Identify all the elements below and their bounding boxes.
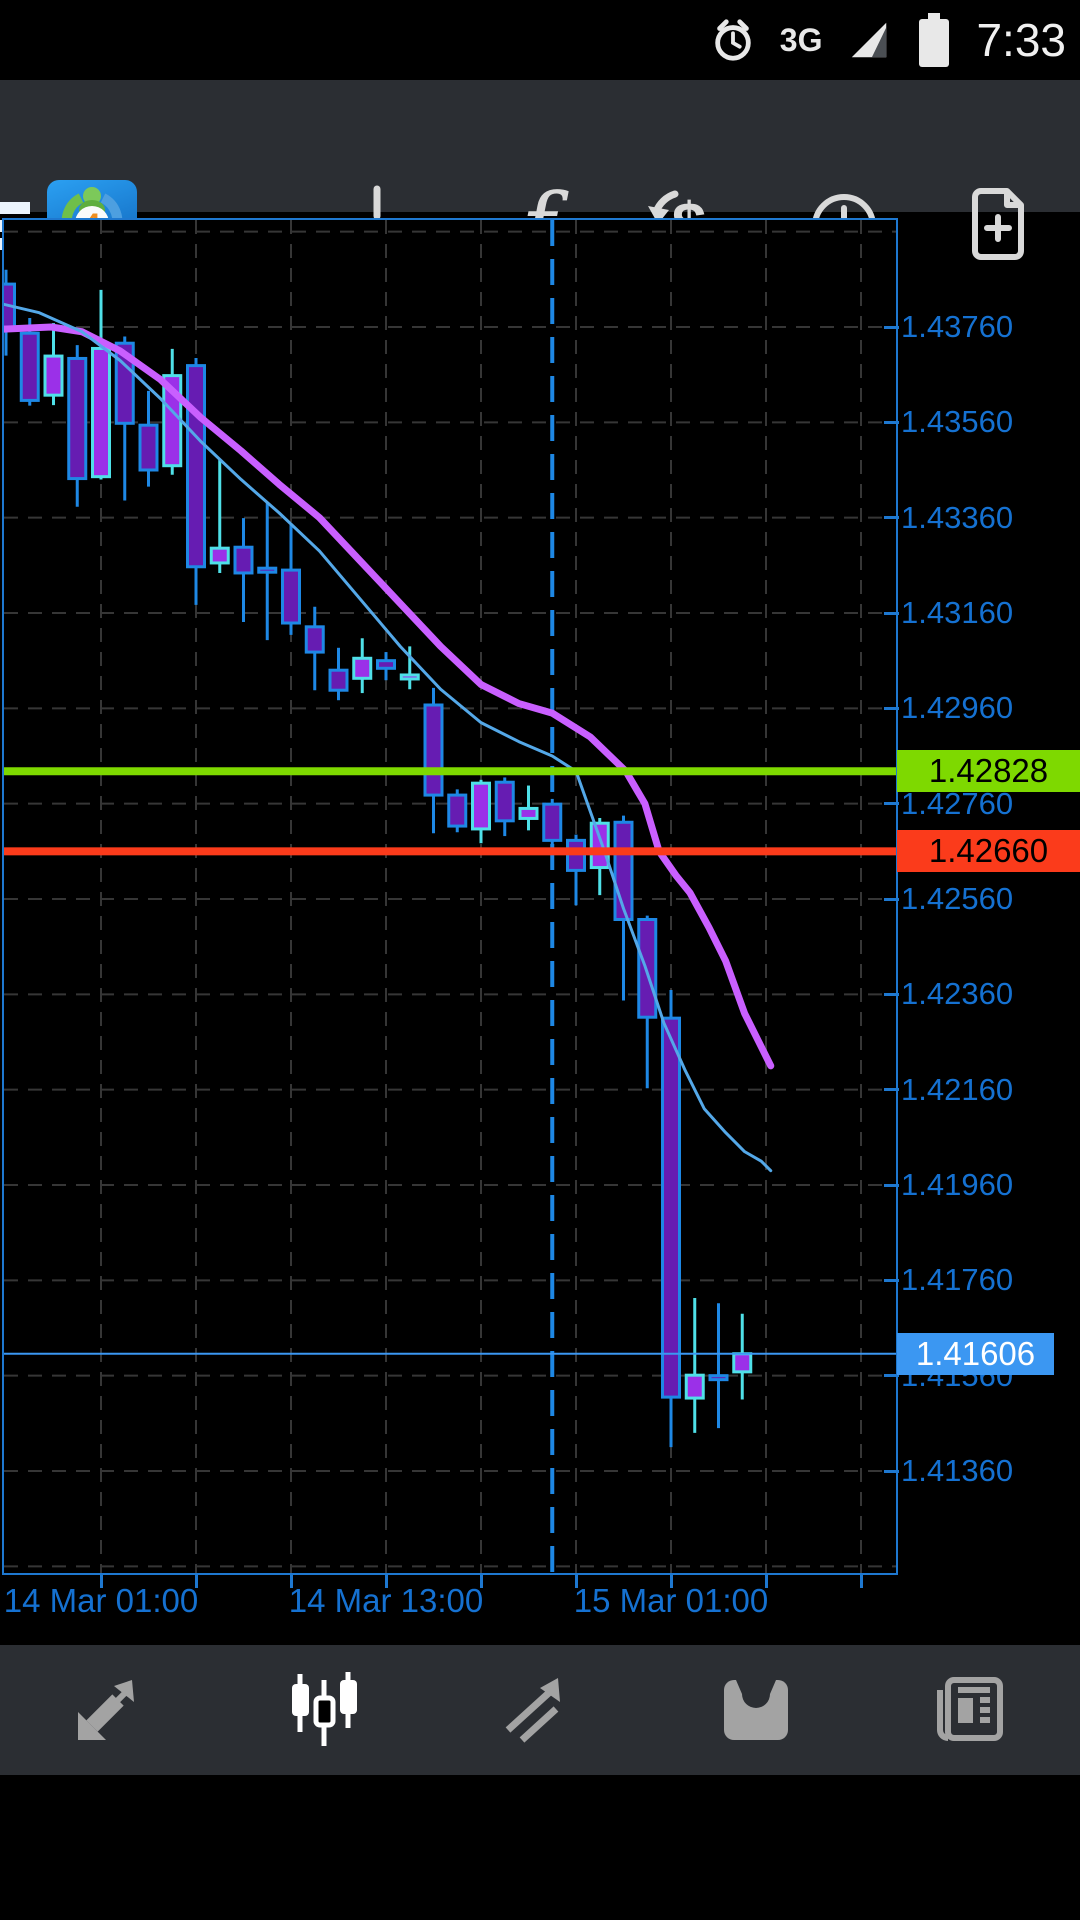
candle-body xyxy=(186,364,206,569)
price-axis-tick xyxy=(884,1374,899,1378)
candle-body xyxy=(376,659,396,670)
price-axis-tick xyxy=(884,420,899,424)
candle-body xyxy=(138,423,159,472)
news-tab[interactable] xyxy=(864,1645,1080,1775)
news-icon xyxy=(937,1677,1003,1741)
candle-body xyxy=(447,793,468,828)
price-axis-tick xyxy=(884,992,899,996)
candle-body xyxy=(399,673,420,681)
time-axis-label: 14 Mar 01:00 xyxy=(3,1582,199,1619)
price-axis-label: 1.42560 xyxy=(901,881,1014,916)
candle-body xyxy=(328,668,349,692)
resistance-line-price-label: 1.42828 xyxy=(897,750,1080,793)
time-axis-tick xyxy=(479,1575,483,1588)
top-toolbar: 4 f $ xyxy=(0,80,1080,281)
time-axis-tick xyxy=(99,1575,103,1588)
price-axis-label: 1.41360 xyxy=(901,1453,1014,1488)
price-axis-tick xyxy=(884,325,899,329)
new-order-icon[interactable] xyxy=(969,187,1033,263)
candle-body xyxy=(423,703,444,797)
candle-body xyxy=(471,781,491,831)
candle-body xyxy=(19,331,40,402)
price-axis-label: 1.42160 xyxy=(901,1071,1014,1107)
candle-body xyxy=(566,838,586,872)
price-axis-label: 1.41960 xyxy=(901,1167,1014,1202)
price-axis-tick xyxy=(884,611,899,615)
candle-body xyxy=(114,341,135,425)
battery-icon xyxy=(919,13,950,67)
quotes-tab[interactable] xyxy=(0,1645,216,1775)
price-axis-tick xyxy=(884,1088,899,1092)
current-bid-line-price-label: 1.41606 xyxy=(897,1332,1054,1375)
candlestick-chart xyxy=(4,220,896,1573)
mailbox-tab[interactable] xyxy=(648,1645,864,1775)
price-axis-label: 1.43160 xyxy=(901,595,1014,630)
candle-body xyxy=(91,346,111,479)
fast-ma-line xyxy=(4,302,773,1173)
bottom-toolbar xyxy=(0,1645,1080,1775)
candle-body xyxy=(233,545,254,575)
candle-body xyxy=(209,546,230,565)
time-axis-label: 15 Mar 01:00 xyxy=(573,1582,769,1619)
candle-body xyxy=(352,656,373,680)
candle-body xyxy=(281,568,301,625)
price-axis-label: 1.43760 xyxy=(901,309,1014,344)
support-line[interactable] xyxy=(4,847,896,856)
alarm-icon xyxy=(715,19,751,61)
quotes-arrows-icon xyxy=(78,1680,134,1740)
price-axis-tick xyxy=(884,1469,899,1473)
time-axis-tick xyxy=(289,1575,293,1588)
price-axis-label: 1.41760 xyxy=(901,1262,1014,1298)
status-bar: 3G 7:33 xyxy=(0,0,1080,80)
candle-body xyxy=(304,625,325,654)
candle-body xyxy=(732,1352,753,1374)
time-axis-tick xyxy=(384,1575,388,1588)
android-nav-bar xyxy=(0,1775,1080,1920)
time-axis-tick xyxy=(859,1575,863,1588)
price-axis-tick xyxy=(884,1183,899,1187)
charts-tab[interactable] xyxy=(216,1645,432,1775)
price-axis-label: 1.43560 xyxy=(901,404,1014,440)
price-axis-tick xyxy=(884,706,899,710)
slow-ma-line xyxy=(4,323,775,1070)
signal-icon xyxy=(852,22,887,58)
price-axis-label: 1.42960 xyxy=(901,690,1014,726)
candle-body xyxy=(708,1374,729,1382)
candle-body xyxy=(684,1373,705,1400)
time-axis-tick xyxy=(669,1575,673,1588)
time-axis-tick xyxy=(194,1575,198,1588)
price-axis-tick xyxy=(884,897,899,901)
candle-body xyxy=(589,821,610,870)
current-bid-line[interactable] xyxy=(4,1352,896,1355)
trade-trend-icon xyxy=(505,1678,560,1743)
resistance-line[interactable] xyxy=(4,767,896,776)
network-type-label: 3G xyxy=(779,21,823,58)
clock-time: 7:33 xyxy=(976,14,1066,66)
candle-body xyxy=(43,354,64,397)
support-line-price-label: 1.42660 xyxy=(897,830,1080,873)
candle-body xyxy=(494,780,515,823)
candle-body xyxy=(257,566,278,574)
price-axis-tick xyxy=(884,516,899,520)
price-axis-tick xyxy=(884,802,899,806)
candle-body xyxy=(518,806,539,820)
time-axis-tick xyxy=(574,1575,578,1588)
time-axis-label: 14 Mar 13:00 xyxy=(288,1582,484,1619)
trade-tab[interactable] xyxy=(432,1645,648,1775)
candle-body xyxy=(661,1016,681,1399)
chart-candles-icon xyxy=(292,1672,357,1746)
chart-plot-area[interactable] xyxy=(2,218,898,1575)
price-axis-label: 1.43360 xyxy=(901,499,1014,535)
mailbox-icon xyxy=(724,1680,788,1740)
time-axis-tick xyxy=(764,1575,768,1588)
candle-body xyxy=(542,802,563,842)
price-axis-tick xyxy=(884,1278,899,1282)
candle-body xyxy=(67,356,88,481)
price-axis-label: 1.42360 xyxy=(901,976,1014,1012)
